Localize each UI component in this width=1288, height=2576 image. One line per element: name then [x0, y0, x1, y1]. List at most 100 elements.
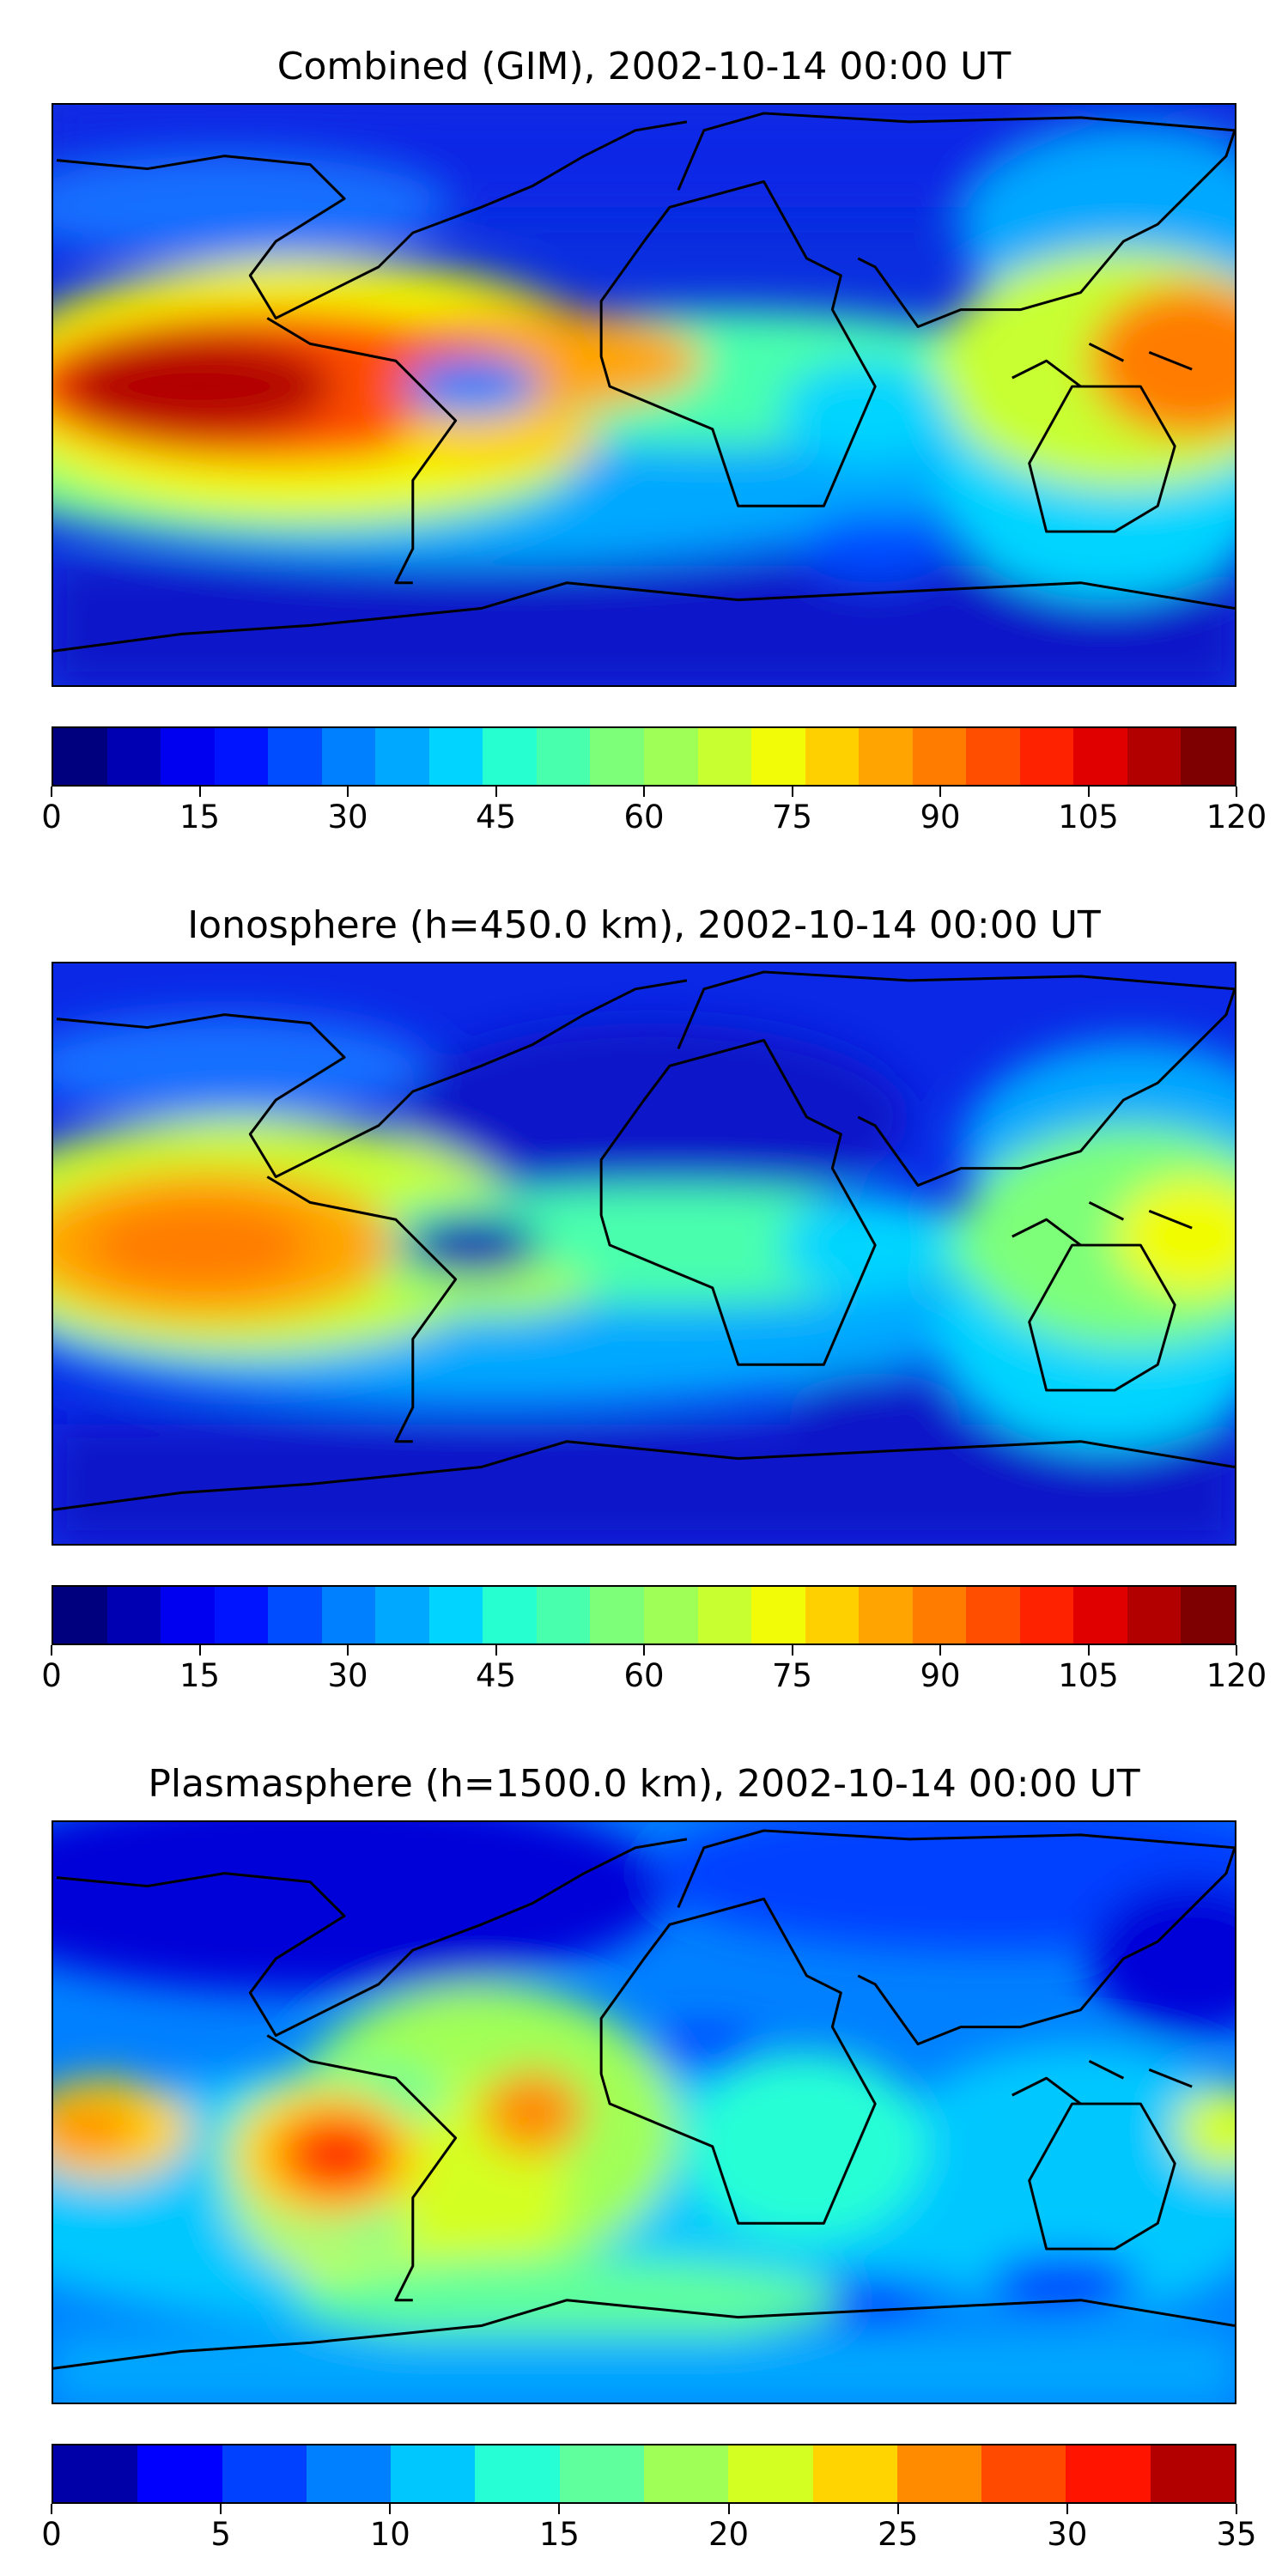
- colorbar-tick-label: 90: [920, 799, 961, 835]
- colorbar-segment: [644, 1587, 698, 1643]
- colorbar-segment: [805, 728, 860, 785]
- colorbar-tick-label: 5: [210, 2516, 231, 2553]
- colorbar-segment: [375, 1587, 429, 1643]
- panel-2-colorbar-ticks: 0 15 30 45 60 75 90 105 120: [41, 1645, 1267, 1697]
- colorbar-tick-label: 30: [327, 799, 368, 835]
- colorbar-segment: [1127, 1587, 1182, 1643]
- colorbar-segment: [590, 728, 645, 785]
- colorbar-segment: [643, 2445, 729, 2502]
- colorbar-tick-label: 20: [708, 2516, 750, 2553]
- panel-3-colorbar: [52, 2444, 1236, 2504]
- colorbar-segment: [912, 1587, 967, 1643]
- colorbar-tick: [643, 787, 645, 797]
- colorbar-segment: [1019, 728, 1074, 785]
- colorbar-segment: [966, 1587, 1020, 1643]
- panel-1-colorbar-ticks: 0 15 30 45 60 75 90 105 120: [41, 787, 1267, 838]
- colorbar-segment: [1066, 2445, 1151, 2502]
- colorbar-segment: [728, 2445, 813, 2502]
- panel-2-colorbar: [52, 1585, 1236, 1645]
- colorbar-tick: [220, 2504, 222, 2514]
- colorbar-tick: [1236, 787, 1237, 797]
- colorbar-tick: [643, 1645, 645, 1656]
- colorbar-tick-label: 60: [623, 799, 665, 835]
- colorbar-tick-label: 25: [878, 2516, 919, 2553]
- colorbar-tick-label: 35: [1216, 2516, 1257, 2553]
- colorbar-segment: [912, 728, 967, 785]
- panel-2-map: [52, 962, 1236, 1546]
- colorbar-tick: [1087, 787, 1090, 797]
- colorbar-tick: [1236, 2504, 1237, 2514]
- colorbar-tick: [939, 787, 941, 797]
- colorbar-tick-label: 15: [538, 2516, 580, 2553]
- colorbar-segment: [53, 2445, 138, 2502]
- colorbar-tick-label: 60: [623, 1657, 665, 1694]
- colorbar-segment: [475, 2445, 560, 2502]
- colorbar-tick-label: 10: [369, 2516, 410, 2553]
- colorbar-tick-label: 0: [41, 1657, 62, 1694]
- panel-2-coastlines: [53, 970, 1235, 1511]
- colorbar-segment: [268, 1587, 322, 1643]
- colorbar-segment: [137, 2445, 222, 2502]
- colorbar-tick: [51, 1645, 52, 1656]
- colorbar-segment: [697, 728, 752, 785]
- colorbar-segment: [536, 1587, 591, 1643]
- colorbar-tick: [51, 2504, 52, 2514]
- colorbar-tick: [1236, 1645, 1237, 1656]
- colorbar-segment: [161, 728, 215, 785]
- colorbar-segment: [214, 1587, 269, 1643]
- colorbar-tick: [1087, 1645, 1090, 1656]
- colorbar-segment: [1181, 1587, 1236, 1643]
- colorbar-segment: [966, 728, 1020, 785]
- colorbar-tick: [347, 787, 349, 797]
- colorbar-segment: [268, 728, 322, 785]
- colorbar-segment: [483, 1587, 537, 1643]
- colorbar-segment: [812, 2445, 897, 2502]
- colorbar-tick: [495, 787, 497, 797]
- colorbar-tick: [389, 2504, 392, 2514]
- colorbar-segment: [805, 1587, 860, 1643]
- colorbar-tick: [198, 1645, 201, 1656]
- colorbar-segment: [536, 728, 591, 785]
- colorbar-tick: [558, 2504, 561, 2514]
- colorbar-segment: [428, 1587, 483, 1643]
- colorbar-segment: [751, 1587, 805, 1643]
- colorbar-tick-label: 75: [771, 799, 813, 835]
- colorbar-tick-label: 30: [1047, 2516, 1088, 2553]
- colorbar-segment: [321, 1587, 376, 1643]
- colorbar-segment: [590, 1587, 645, 1643]
- colorbar-segment: [375, 728, 429, 785]
- colorbar-segment: [981, 2445, 1066, 2502]
- colorbar-tick-label: 30: [327, 1657, 368, 1694]
- panel-2-title: Ionosphere (h=450.0 km), 2002-10-14 00:0…: [187, 903, 1101, 947]
- colorbar-segment: [896, 2445, 982, 2502]
- colorbar-segment: [428, 728, 483, 785]
- colorbar-segment: [53, 728, 107, 785]
- panel-3-coastlines: [53, 1829, 1235, 2370]
- colorbar-segment: [106, 728, 161, 785]
- panel-3-heatmap: [53, 1822, 1235, 2403]
- colorbar-segment: [859, 728, 913, 785]
- colorbar-segment: [1073, 728, 1127, 785]
- colorbar-tick: [791, 787, 793, 797]
- colorbar-tick-label: 90: [920, 1657, 961, 1694]
- panel-1-heatmap: [53, 105, 1235, 685]
- colorbar-segment: [222, 2445, 307, 2502]
- colorbar-segment: [161, 1587, 215, 1643]
- colorbar-segment: [1073, 1587, 1127, 1643]
- colorbar-segment: [559, 2445, 644, 2502]
- colorbar-tick: [495, 1645, 497, 1656]
- panel-3-colorbar-ticks: 0 5 10 15 20 25 30 35: [41, 2504, 1257, 2555]
- colorbar-tick: [198, 787, 201, 797]
- colorbar-segment: [483, 728, 537, 785]
- colorbar-tick: [347, 1645, 349, 1656]
- colorbar-tick-label: 105: [1058, 799, 1119, 835]
- colorbar-segment: [644, 728, 698, 785]
- colorbar-tick: [896, 2504, 899, 2514]
- colorbar-segment: [1019, 1587, 1074, 1643]
- colorbar-tick: [727, 2504, 730, 2514]
- panel-3-title: Plasmasphere (h=1500.0 km), 2002-10-14 0…: [148, 1762, 1140, 1806]
- panel-1-coastlines: [53, 112, 1235, 653]
- colorbar-tick-label: 15: [179, 1657, 221, 1694]
- colorbar-segment: [214, 728, 269, 785]
